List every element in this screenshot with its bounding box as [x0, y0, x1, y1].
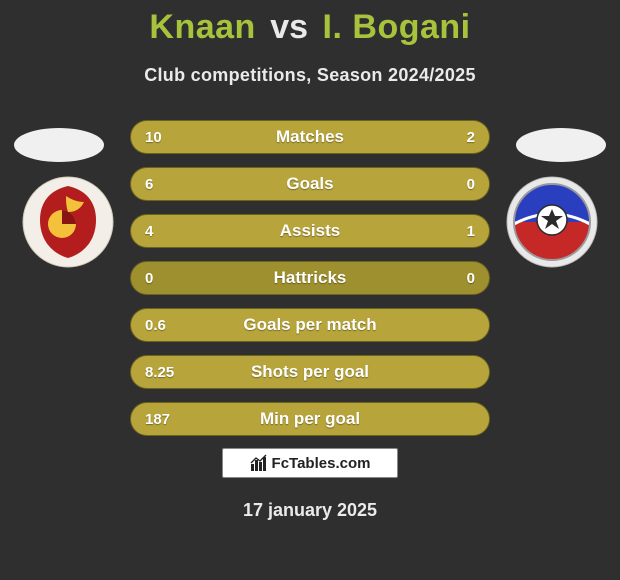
stat-bar: 187Min per goal: [130, 402, 490, 436]
left-ellipse-decoration: [14, 128, 104, 162]
stat-label: Goals: [131, 168, 489, 200]
brand-box: FcTables.com: [222, 448, 398, 478]
date-line: 17 january 2025: [0, 500, 620, 521]
vs-label: vs: [270, 8, 308, 46]
right-ellipse-decoration: [516, 128, 606, 162]
right-badge-svg: [506, 176, 598, 268]
brand-logo-icon: [250, 454, 268, 472]
stat-label: Goals per match: [131, 309, 489, 341]
title-row: Knaan vs I. Bogani: [0, 0, 620, 47]
stat-bar: 41Assists: [130, 214, 490, 248]
left-team-badge: [22, 176, 114, 268]
stat-label: Hattricks: [131, 262, 489, 294]
stat-label: Matches: [131, 121, 489, 153]
stat-bar: 8.25Shots per goal: [130, 355, 490, 389]
stat-bar: 102Matches: [130, 120, 490, 154]
player2-name: I. Bogani: [323, 8, 471, 46]
stat-label: Shots per goal: [131, 356, 489, 388]
stat-bar: 0.6Goals per match: [130, 308, 490, 342]
right-team-badge: [506, 176, 598, 268]
stat-bar: 00Hattricks: [130, 261, 490, 295]
stat-label: Assists: [131, 215, 489, 247]
brand-text: FcTables.com: [272, 455, 371, 472]
subtitle: Club competitions, Season 2024/2025: [0, 65, 620, 86]
stat-label: Min per goal: [131, 403, 489, 435]
left-badge-svg: [22, 176, 114, 268]
stat-bar: 60Goals: [130, 167, 490, 201]
stats-bars: 102Matches 60Goals 41Assists 00Hattricks 0.6…: [130, 120, 490, 449]
player1-name: Knaan: [149, 8, 255, 46]
